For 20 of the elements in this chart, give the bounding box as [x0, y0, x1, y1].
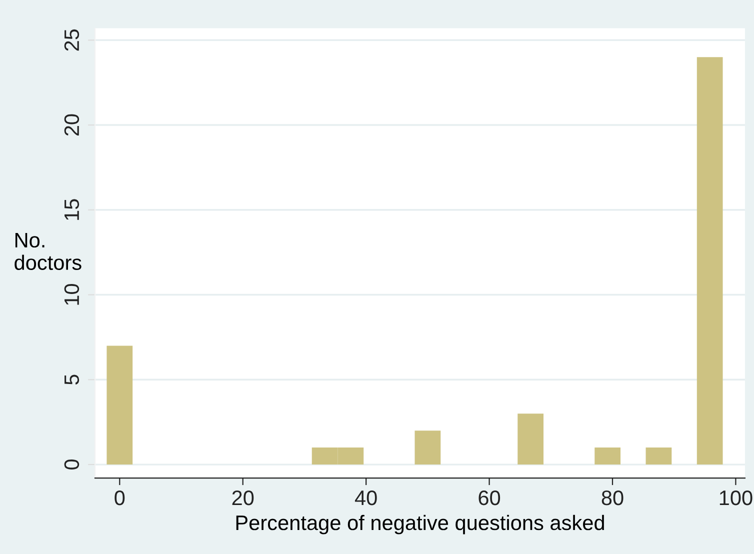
y-tick-label: 20: [64, 114, 80, 136]
x-tick-label: 80: [602, 490, 624, 506]
x-tick-label: 40: [354, 490, 377, 506]
y-axis-title: No. doctors: [14, 233, 82, 270]
bar: [594, 448, 621, 465]
x-tick-label: 100: [720, 490, 752, 506]
bar: [106, 346, 133, 465]
x-tick-label: 0: [114, 490, 125, 506]
y-tick-label: 15: [64, 199, 80, 220]
x-axis-title: Percentage of negative questions asked: [236, 514, 604, 534]
bar: [696, 57, 723, 465]
bar: [646, 448, 672, 465]
x-tick-label: 60: [478, 490, 500, 506]
y-tick-label: 0: [64, 460, 80, 470]
y-tick-label: 25: [64, 29, 80, 51]
y-tick-label: 10: [64, 284, 80, 305]
bar: [414, 430, 441, 465]
bar: [518, 414, 544, 465]
y-tick-label: 5: [64, 374, 80, 385]
x-tick-label: 20: [232, 490, 254, 506]
